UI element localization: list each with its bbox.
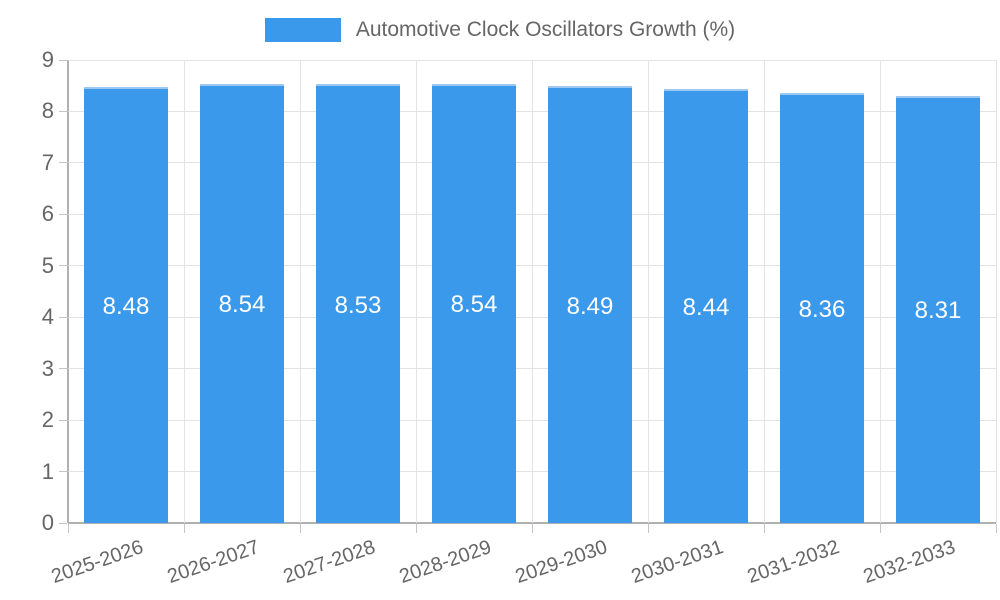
y-tick-label: 0 (41, 510, 54, 535)
x-tick-label: 2027-2028 (280, 536, 379, 588)
bar-value-label: 8.44 (682, 293, 730, 321)
bar[interactable]: 8.48 (84, 86, 168, 523)
bar[interactable]: 8.31 (896, 95, 980, 523)
x-tick-label: 2031-2032 (744, 536, 843, 588)
y-tick-mark (59, 110, 67, 112)
bar-value-label: 8.54 (450, 291, 498, 319)
x-tick-label: 2026-2027 (164, 536, 263, 588)
bar-value-label: 8.48 (102, 292, 150, 320)
y-tick-mark (59, 162, 67, 164)
gridline-vertical (531, 60, 533, 523)
x-tick-mark (763, 524, 765, 533)
x-axis-line (68, 522, 996, 524)
y-tick-mark (59, 471, 67, 473)
y-tick-mark (59, 265, 67, 267)
gridline-vertical (299, 60, 301, 523)
y-tick-label: 8 (41, 98, 54, 124)
legend-label: Automotive Clock Oscillators Growth (%) (355, 18, 736, 41)
bar-value-label: 8.49 (566, 292, 614, 320)
y-tick-label: 4 (41, 304, 54, 330)
x-tick-mark (879, 524, 881, 533)
bar-value-label: 8.53 (334, 291, 382, 319)
bar-value-label: 8.31 (914, 297, 962, 325)
x-tick-mark (995, 524, 997, 533)
x-tick-mark (647, 524, 649, 533)
x-tick-mark (415, 524, 417, 533)
bar[interactable]: 8.54 (432, 83, 516, 523)
y-tick-mark (59, 522, 67, 524)
legend[interactable]: Automotive Clock Oscillators Growth (%) (0, 18, 1000, 42)
x-tick-label: 2029-2030 (512, 536, 611, 588)
y-tick-label: 5 (41, 252, 54, 278)
bar[interactable]: 8.44 (664, 88, 748, 523)
bar[interactable]: 8.36 (780, 92, 864, 523)
bar[interactable]: 8.49 (548, 86, 632, 523)
x-tick-label: 2030-2031 (628, 536, 727, 588)
y-axis-line (67, 60, 69, 523)
x-tick-mark (183, 524, 185, 533)
bar[interactable]: 8.53 (316, 84, 400, 523)
y-tick-label: 9 (41, 47, 54, 72)
y-tick-mark (59, 368, 67, 370)
y-tick-label: 3 (41, 355, 54, 381)
gridline-vertical (183, 60, 185, 523)
y-tick-label: 1 (41, 458, 54, 484)
x-tick-mark (531, 524, 533, 533)
gridline-vertical (415, 60, 417, 523)
y-tick-label: 6 (41, 201, 54, 227)
y-tick-label: 7 (41, 149, 54, 175)
legend-swatch-icon (264, 18, 341, 42)
y-tick-mark (59, 59, 67, 61)
bar-value-label: 8.54 (218, 291, 266, 319)
y-tick-mark (59, 419, 67, 421)
x-tick-mark (299, 524, 301, 533)
x-tick-label: 2025-2026 (48, 536, 147, 588)
bar[interactable]: 8.54 (200, 83, 284, 523)
plot-area: 0 1 2 3 4 5 6 7 8 9 8.48 2025-2026 8.54 2026-2027 8.53… (42, 47, 997, 588)
gridline-vertical (879, 60, 881, 523)
gridline-vertical (647, 60, 649, 523)
y-tick-mark (59, 316, 67, 318)
y-tick-label: 2 (41, 407, 54, 433)
gridline-vertical (763, 60, 765, 523)
x-tick-label: 2032-2033 (860, 536, 959, 588)
gridline-vertical (995, 60, 997, 523)
bar-value-label: 8.36 (798, 295, 846, 323)
y-tick-mark (59, 213, 67, 215)
x-tick-mark (67, 524, 69, 533)
x-tick-label: 2028-2029 (396, 536, 495, 588)
